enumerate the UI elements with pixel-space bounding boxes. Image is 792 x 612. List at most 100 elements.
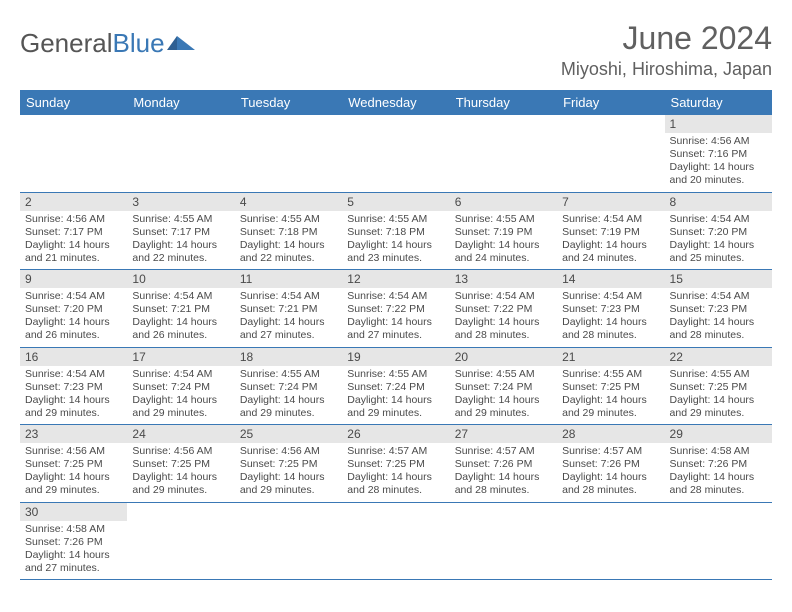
sunrise-line: Sunrise: 4:57 AM [347, 445, 444, 458]
day-number: 4 [235, 193, 342, 211]
day-number: 20 [450, 348, 557, 366]
day-number: 1 [665, 115, 772, 133]
daylight-line: Daylight: 14 hours and 24 minutes. [562, 239, 659, 265]
sunrise-line: Sunrise: 4:54 AM [240, 290, 337, 303]
daylight-line: Daylight: 14 hours and 26 minutes. [25, 316, 122, 342]
calendar-row: 2Sunrise: 4:56 AMSunset: 7:17 PMDaylight… [20, 192, 772, 270]
daylight-line: Daylight: 14 hours and 25 minutes. [670, 239, 767, 265]
sunset-line: Sunset: 7:26 PM [562, 458, 659, 471]
sunset-line: Sunset: 7:24 PM [132, 381, 229, 394]
day-number: 27 [450, 425, 557, 443]
daylight-line: Daylight: 14 hours and 29 minutes. [132, 471, 229, 497]
daylight-line: Daylight: 14 hours and 29 minutes. [240, 471, 337, 497]
location: Miyoshi, Hiroshima, Japan [561, 59, 772, 80]
sunset-line: Sunset: 7:17 PM [25, 226, 122, 239]
calendar-row: 9Sunrise: 4:54 AMSunset: 7:20 PMDaylight… [20, 270, 772, 348]
sunrise-line: Sunrise: 4:57 AM [562, 445, 659, 458]
daylight-line: Daylight: 14 hours and 27 minutes. [240, 316, 337, 342]
sunrise-line: Sunrise: 4:58 AM [670, 445, 767, 458]
calendar-cell [450, 502, 557, 580]
calendar-cell: 17Sunrise: 4:54 AMSunset: 7:24 PMDayligh… [127, 347, 234, 425]
day-number: 5 [342, 193, 449, 211]
calendar-cell: 11 Sunrise: 4:54 AMSunset: 7:21 PMDayligh… [235, 270, 342, 348]
daylight-line: Daylight: 14 hours and 29 minutes. [240, 394, 337, 420]
sunset-line: Sunset: 7:26 PM [455, 458, 552, 471]
sunset-line: Sunset: 7:26 PM [670, 458, 767, 471]
calendar-cell: 13Sunrise: 4:54 AMSunset: 7:22 PMDayligh… [450, 270, 557, 348]
daylight-line: Daylight: 14 hours and 22 minutes. [132, 239, 229, 265]
daylight-line: Daylight: 14 hours and 21 minutes. [25, 239, 122, 265]
sunset-line: Sunset: 7:26 PM [25, 536, 122, 549]
day-number: 14 [557, 270, 664, 288]
day-number: 2 [20, 193, 127, 211]
sunrise-line: Sunrise: 4:54 AM [25, 290, 122, 303]
calendar-cell [665, 502, 772, 580]
calendar-cell: 16Sunrise: 4:54 AMSunset: 7:23 PMDayligh… [20, 347, 127, 425]
daylight-line: Daylight: 14 hours and 27 minutes. [25, 549, 122, 575]
daylight-line: Daylight: 14 hours and 29 minutes. [347, 394, 444, 420]
sunrise-line: Sunrise: 4:55 AM [562, 368, 659, 381]
sunset-line: Sunset: 7:25 PM [562, 381, 659, 394]
calendar-cell: 18Sunrise: 4:55 AMSunset: 7:24 PMDayligh… [235, 347, 342, 425]
day-number: 18 [235, 348, 342, 366]
calendar-row: 23Sunrise: 4:56 AMSunset: 7:25 PMDayligh… [20, 425, 772, 503]
calendar-cell: 23Sunrise: 4:56 AMSunset: 7:25 PMDayligh… [20, 425, 127, 503]
day-number: 3 [127, 193, 234, 211]
sunset-line: Sunset: 7:22 PM [347, 303, 444, 316]
sunset-line: Sunset: 7:17 PM [132, 226, 229, 239]
day-number: 24 [127, 425, 234, 443]
month-title: June 2024 [561, 20, 772, 57]
day-number: 11 [235, 270, 342, 288]
day-number: 22 [665, 348, 772, 366]
daylight-line: Daylight: 14 hours and 20 minutes. [670, 161, 767, 187]
sunrise-line: Sunrise: 4:54 AM [455, 290, 552, 303]
sunset-line: Sunset: 7:21 PM [132, 303, 229, 316]
day-header: Monday [127, 90, 234, 115]
day-number: 26 [342, 425, 449, 443]
brand-part1: General [20, 28, 113, 59]
day-header-row: SundayMondayTuesdayWednesdayThursdayFrid… [20, 90, 772, 115]
calendar-cell [557, 502, 664, 580]
sunset-line: Sunset: 7:20 PM [670, 226, 767, 239]
calendar-cell: 27Sunrise: 4:57 AMSunset: 7:26 PMDayligh… [450, 425, 557, 503]
day-header: Thursday [450, 90, 557, 115]
day-number: 29 [665, 425, 772, 443]
calendar-row: 1Sunrise: 4:56 AMSunset: 7:16 PMDaylight… [20, 115, 772, 192]
calendar-cell: 14Sunrise: 4:54 AMSunset: 7:23 PMDayligh… [557, 270, 664, 348]
daylight-line: Daylight: 14 hours and 29 minutes. [455, 394, 552, 420]
calendar-cell: 1Sunrise: 4:56 AMSunset: 7:16 PMDaylight… [665, 115, 772, 192]
sunrise-line: Sunrise: 4:56 AM [240, 445, 337, 458]
day-number: 28 [557, 425, 664, 443]
sunrise-line: Sunrise: 4:54 AM [347, 290, 444, 303]
calendar-cell: 9Sunrise: 4:54 AMSunset: 7:20 PMDaylight… [20, 270, 127, 348]
sunrise-line: Sunrise: 4:55 AM [455, 368, 552, 381]
sunset-line: Sunset: 7:18 PM [240, 226, 337, 239]
day-number: 8 [665, 193, 772, 211]
calendar-cell: 29Sunrise: 4:58 AMSunset: 7:26 PMDayligh… [665, 425, 772, 503]
sunset-line: Sunset: 7:24 PM [455, 381, 552, 394]
calendar-cell: 7Sunrise: 4:54 AMSunset: 7:19 PMDaylight… [557, 192, 664, 270]
sunset-line: Sunset: 7:24 PM [240, 381, 337, 394]
sunrise-line: Sunrise: 4:54 AM [562, 213, 659, 226]
calendar-cell [20, 115, 127, 192]
calendar-row: 16Sunrise: 4:54 AMSunset: 7:23 PMDayligh… [20, 347, 772, 425]
sunrise-line: Sunrise: 4:54 AM [132, 290, 229, 303]
sunset-line: Sunset: 7:24 PM [347, 381, 444, 394]
calendar-table: SundayMondayTuesdayWednesdayThursdayFrid… [20, 90, 772, 580]
sunrise-line: Sunrise: 4:55 AM [347, 368, 444, 381]
sunset-line: Sunset: 7:25 PM [132, 458, 229, 471]
day-number: 23 [20, 425, 127, 443]
calendar-cell: 25Sunrise: 4:56 AMSunset: 7:25 PMDayligh… [235, 425, 342, 503]
day-header: Tuesday [235, 90, 342, 115]
day-number: 15 [665, 270, 772, 288]
sunset-line: Sunset: 7:21 PM [240, 303, 337, 316]
day-number: 21 [557, 348, 664, 366]
day-number: 25 [235, 425, 342, 443]
daylight-line: Daylight: 14 hours and 23 minutes. [347, 239, 444, 265]
daylight-line: Daylight: 14 hours and 29 minutes. [132, 394, 229, 420]
calendar-cell [235, 115, 342, 192]
calendar-cell: 30Sunrise: 4:58 AMSunset: 7:26 PMDayligh… [20, 502, 127, 580]
calendar-cell: 12Sunrise: 4:54 AMSunset: 7:22 PMDayligh… [342, 270, 449, 348]
sunrise-line: Sunrise: 4:57 AM [455, 445, 552, 458]
day-number: 19 [342, 348, 449, 366]
